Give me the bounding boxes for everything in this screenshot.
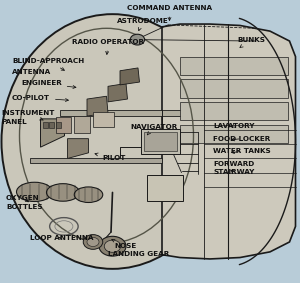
Text: RADIO OPERATOR: RADIO OPERATOR: [72, 39, 144, 54]
Text: BUNKS: BUNKS: [237, 37, 265, 48]
Polygon shape: [40, 119, 64, 147]
Ellipse shape: [46, 184, 80, 201]
Bar: [180, 125, 288, 143]
Text: NAVIGATOR: NAVIGATOR: [130, 124, 178, 135]
Text: LANDING GEAR: LANDING GEAR: [108, 251, 169, 257]
Text: ENGINEER: ENGINEER: [21, 80, 76, 89]
Text: WATER TANKS: WATER TANKS: [213, 148, 271, 155]
Polygon shape: [68, 139, 88, 158]
Text: FOOD LOCKER: FOOD LOCKER: [213, 136, 270, 142]
Bar: [43, 122, 48, 128]
Text: LOOP ANTENNA: LOOP ANTENNA: [30, 235, 94, 241]
Bar: [74, 116, 90, 133]
Bar: [93, 112, 114, 127]
Text: CO-PILOT: CO-PILOT: [12, 95, 68, 102]
Bar: [180, 79, 288, 98]
Bar: [180, 57, 288, 75]
Ellipse shape: [99, 236, 126, 256]
Text: INSTRUMENT: INSTRUMENT: [2, 110, 55, 120]
Polygon shape: [60, 110, 204, 116]
Ellipse shape: [83, 235, 103, 249]
Text: PANEL: PANEL: [2, 119, 27, 125]
Polygon shape: [108, 83, 128, 102]
Text: PILOT: PILOT: [95, 153, 125, 162]
Ellipse shape: [104, 240, 121, 252]
Ellipse shape: [130, 34, 145, 45]
Ellipse shape: [87, 237, 99, 246]
Text: NOSE: NOSE: [112, 239, 136, 249]
Text: STAIRWAY: STAIRWAY: [213, 169, 254, 175]
Polygon shape: [162, 24, 296, 259]
Bar: [141, 129, 180, 154]
Bar: [56, 117, 70, 133]
Ellipse shape: [16, 182, 52, 201]
Text: ASTRODOME: ASTRODOME: [117, 18, 168, 31]
Ellipse shape: [74, 187, 103, 202]
Text: OXYGEN: OXYGEN: [6, 195, 40, 202]
Ellipse shape: [2, 14, 224, 269]
Text: COMMAND ANTENNA: COMMAND ANTENNA: [127, 5, 212, 20]
Bar: [56, 122, 61, 128]
Bar: [144, 132, 177, 151]
Polygon shape: [120, 68, 140, 85]
Bar: [147, 175, 183, 201]
Text: BOTTLES: BOTTLES: [6, 203, 43, 210]
Polygon shape: [30, 158, 162, 163]
Bar: [180, 102, 288, 120]
Text: LAVATORY: LAVATORY: [213, 123, 254, 129]
Text: ANTENNA: ANTENNA: [12, 69, 51, 75]
Bar: [50, 122, 54, 128]
Text: BLIND-APPROACH: BLIND-APPROACH: [12, 58, 84, 70]
Text: FORWARD: FORWARD: [213, 160, 254, 167]
Polygon shape: [87, 96, 108, 116]
